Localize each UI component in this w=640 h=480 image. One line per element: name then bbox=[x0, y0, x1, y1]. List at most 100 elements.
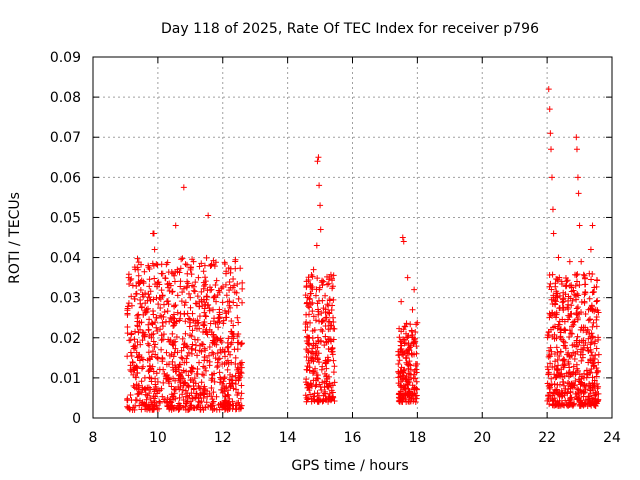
data-point bbox=[560, 289, 567, 296]
data-point bbox=[137, 326, 144, 333]
data-point bbox=[228, 317, 235, 324]
data-point bbox=[580, 374, 587, 381]
data-point bbox=[194, 403, 201, 410]
data-point bbox=[186, 323, 193, 330]
data-point bbox=[178, 347, 185, 354]
data-point bbox=[573, 361, 580, 368]
data-points bbox=[124, 86, 602, 413]
data-point bbox=[200, 406, 207, 413]
data-point bbox=[128, 302, 135, 309]
data-point bbox=[202, 312, 209, 319]
data-point bbox=[330, 296, 337, 303]
data-point bbox=[172, 377, 179, 384]
data-point bbox=[577, 387, 584, 394]
data-point bbox=[234, 333, 241, 340]
data-point bbox=[172, 345, 179, 352]
data-point bbox=[145, 403, 152, 410]
data-point bbox=[169, 358, 176, 365]
data-point bbox=[138, 389, 145, 396]
data-point bbox=[322, 306, 329, 313]
data-point bbox=[214, 350, 221, 357]
data-point bbox=[225, 387, 232, 394]
data-point bbox=[190, 283, 197, 290]
data-point bbox=[177, 278, 184, 285]
data-point bbox=[182, 261, 189, 268]
data-point bbox=[151, 246, 158, 253]
data-point bbox=[326, 297, 333, 304]
data-point bbox=[552, 301, 559, 308]
data-point bbox=[151, 275, 158, 282]
y-tick-label: 0.05 bbox=[50, 210, 81, 226]
data-point bbox=[395, 352, 402, 359]
data-point bbox=[124, 310, 131, 317]
data-point bbox=[581, 291, 588, 298]
data-point bbox=[553, 366, 560, 373]
data-point bbox=[314, 375, 321, 382]
data-point bbox=[547, 360, 554, 367]
data-point bbox=[405, 350, 412, 357]
data-point bbox=[129, 406, 136, 413]
data-point bbox=[312, 354, 319, 361]
data-point bbox=[587, 387, 594, 394]
data-point bbox=[560, 378, 567, 385]
y-tick-labels: 0 0.01 0.02 0.03 0.04 0.05 0.06 0.07 0.08 0.09 bbox=[50, 50, 81, 427]
data-point bbox=[124, 397, 131, 404]
data-point bbox=[150, 393, 157, 400]
data-point bbox=[589, 323, 596, 330]
data-point bbox=[221, 375, 228, 382]
data-point bbox=[559, 373, 566, 380]
data-point bbox=[232, 256, 239, 263]
data-point bbox=[206, 352, 213, 359]
data-point bbox=[202, 274, 209, 281]
data-point bbox=[133, 290, 140, 297]
data-point bbox=[573, 394, 580, 401]
data-point bbox=[146, 294, 153, 301]
data-point bbox=[555, 254, 562, 261]
data-point bbox=[309, 308, 316, 315]
data-point bbox=[313, 242, 320, 249]
data-point bbox=[554, 356, 561, 363]
data-point bbox=[184, 343, 191, 350]
data-point bbox=[154, 261, 161, 268]
chart-title: Day 118 of 2025, Rate Of TEC Index for r… bbox=[161, 21, 539, 37]
data-point bbox=[317, 383, 324, 390]
data-point bbox=[561, 357, 568, 364]
data-point bbox=[569, 330, 576, 337]
data-point bbox=[558, 278, 565, 285]
data-point bbox=[310, 313, 317, 320]
data-point bbox=[148, 353, 155, 360]
data-point bbox=[211, 405, 218, 412]
data-point bbox=[182, 318, 189, 325]
data-point bbox=[139, 384, 146, 391]
data-point bbox=[398, 339, 405, 346]
data-point bbox=[320, 392, 327, 399]
data-point bbox=[168, 269, 175, 276]
data-point bbox=[545, 371, 552, 378]
data-point bbox=[316, 284, 323, 291]
data-point bbox=[186, 405, 193, 412]
data-point bbox=[134, 339, 141, 346]
data-point bbox=[150, 296, 157, 303]
data-point bbox=[234, 314, 241, 321]
data-point bbox=[159, 323, 166, 330]
data-point bbox=[312, 292, 319, 299]
data-point bbox=[204, 357, 211, 364]
data-point bbox=[586, 393, 593, 400]
data-point bbox=[184, 352, 191, 359]
data-point bbox=[193, 300, 200, 307]
data-point bbox=[138, 304, 145, 311]
data-point bbox=[159, 336, 166, 343]
data-point bbox=[587, 356, 594, 363]
data-point bbox=[582, 311, 589, 318]
data-point bbox=[209, 349, 216, 356]
data-point bbox=[138, 378, 145, 385]
data-point bbox=[223, 292, 230, 299]
data-point bbox=[204, 302, 211, 309]
data-point bbox=[187, 377, 194, 384]
data-point bbox=[238, 370, 245, 377]
data-point bbox=[578, 357, 585, 364]
data-point bbox=[188, 402, 195, 409]
data-point bbox=[562, 397, 569, 404]
data-point bbox=[305, 384, 312, 391]
data-point bbox=[166, 406, 173, 413]
